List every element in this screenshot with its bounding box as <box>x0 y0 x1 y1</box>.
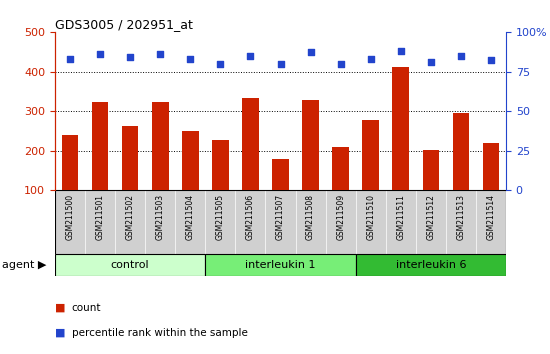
Text: GSM211511: GSM211511 <box>396 194 405 240</box>
Text: GSM211506: GSM211506 <box>246 194 255 240</box>
Text: GSM211510: GSM211510 <box>366 194 375 240</box>
Text: interleukin 6: interleukin 6 <box>395 260 466 270</box>
Text: GSM211508: GSM211508 <box>306 194 315 240</box>
Point <box>96 51 104 57</box>
Bar <box>422 150 439 230</box>
Point <box>487 58 496 63</box>
Point <box>246 53 255 58</box>
Text: GSM211501: GSM211501 <box>96 194 104 240</box>
Bar <box>122 126 139 230</box>
Bar <box>362 120 379 230</box>
Point <box>336 61 345 67</box>
Text: GSM211504: GSM211504 <box>186 194 195 240</box>
Text: count: count <box>72 303 101 313</box>
Point <box>306 50 315 55</box>
Point <box>156 51 164 57</box>
Point <box>397 48 405 54</box>
Bar <box>272 159 289 230</box>
Text: GSM211503: GSM211503 <box>156 194 165 240</box>
Text: GSM211505: GSM211505 <box>216 194 225 240</box>
Bar <box>302 100 319 230</box>
Bar <box>92 102 108 230</box>
Point <box>186 56 195 62</box>
Text: control: control <box>111 260 150 270</box>
Text: percentile rank within the sample: percentile rank within the sample <box>72 328 248 338</box>
Text: GSM211512: GSM211512 <box>426 194 436 240</box>
Point <box>366 56 375 62</box>
Bar <box>242 98 258 230</box>
Bar <box>205 254 356 276</box>
Text: GSM211500: GSM211500 <box>65 194 75 240</box>
Bar <box>212 140 229 230</box>
Bar <box>356 254 506 276</box>
Bar <box>152 102 168 230</box>
Point <box>276 61 285 67</box>
Point <box>65 56 74 62</box>
Text: GSM211502: GSM211502 <box>125 194 135 240</box>
Text: interleukin 1: interleukin 1 <box>245 260 316 270</box>
Bar <box>483 143 499 230</box>
Text: ■: ■ <box>55 328 65 338</box>
Text: GSM211514: GSM211514 <box>486 194 496 240</box>
Bar <box>55 254 205 276</box>
Bar <box>62 135 78 230</box>
Text: agent ▶: agent ▶ <box>2 260 46 270</box>
Bar <box>182 131 199 230</box>
Text: GSM211509: GSM211509 <box>336 194 345 240</box>
Point <box>126 55 135 60</box>
Point <box>216 61 225 67</box>
Text: ■: ■ <box>55 303 65 313</box>
Text: GSM211513: GSM211513 <box>456 194 465 240</box>
Text: GDS3005 / 202951_at: GDS3005 / 202951_at <box>55 18 193 31</box>
Bar <box>332 147 349 230</box>
Point <box>456 53 465 58</box>
Bar <box>393 67 409 230</box>
Bar <box>453 113 469 230</box>
Point <box>426 59 435 65</box>
Text: GSM211507: GSM211507 <box>276 194 285 240</box>
